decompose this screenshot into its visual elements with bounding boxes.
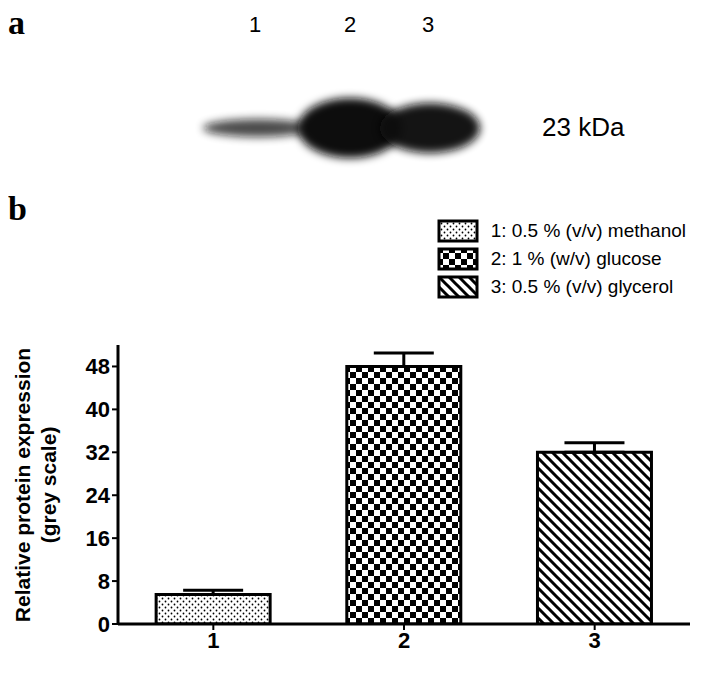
svg-text:2: 2 [398,628,410,653]
html-text:2: 2 [343,12,357,37]
svg-text:(grey scale): (grey scale) [37,427,60,544]
svg-text:0: 0 [98,612,110,637]
svg-text:40: 40 [86,397,110,422]
html-text:1: 1 [248,12,262,37]
svg-text:24: 24 [86,483,111,508]
svg-text:Relative protein expression: Relative protein expression [11,348,34,622]
html-text:23 kDa: 23 kDa [542,112,625,142]
svg-text:48: 48 [86,354,110,379]
html-text:3: 0.5 % (v/v) glycerol: 3: 0.5 % (v/v) glycerol [490,276,674,297]
svg-text:16: 16 [86,526,110,551]
svg-text:32: 32 [86,440,110,465]
html-text:2: 1 % (w/v) glucose: 2: 1 % (w/v) glucose [490,248,662,269]
svg-text:3: 3 [589,628,601,653]
html-text:1: 0.5 % (v/v) methanol: 1: 0.5 % (v/v) methanol [490,220,686,241]
svg-text:8: 8 [98,569,110,594]
svg-text:1: 1 [207,628,219,653]
html-text:3: 3 [421,12,435,37]
html-text:b: b [8,190,27,227]
html-text:a: a [8,4,25,41]
